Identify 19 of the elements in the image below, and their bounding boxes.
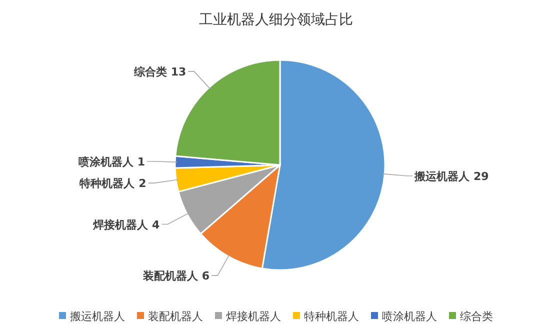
data-label: 6: [202, 270, 210, 283]
slice-label: 特种机器人: [78, 177, 136, 190]
data-label: 29: [474, 170, 489, 183]
legend-label: 装配机器人: [148, 310, 203, 323]
slice-label: 综合类: [132, 65, 167, 78]
data-label: 1: [137, 155, 146, 168]
legend-label: 综合类: [460, 310, 493, 323]
slice-label: 焊接机器人: [92, 218, 150, 232]
slice-label: 搬运机器人: [414, 170, 471, 183]
chart-title: 工业机器人细分领域占比: [199, 12, 353, 28]
data-label: 13: [170, 65, 186, 78]
slice-label: 喷涂机器人: [78, 155, 134, 168]
slice-label: 装配机器人: [142, 270, 199, 283]
data-label: 4: [152, 218, 160, 232]
data-label: 2: [138, 177, 146, 190]
legend-label: 焊接机器人: [226, 310, 281, 323]
legend-label: 喷涂机器人: [382, 310, 437, 323]
legend-label: 搬运机器人: [70, 310, 125, 323]
legend-label: 特种机器人: [304, 310, 359, 323]
